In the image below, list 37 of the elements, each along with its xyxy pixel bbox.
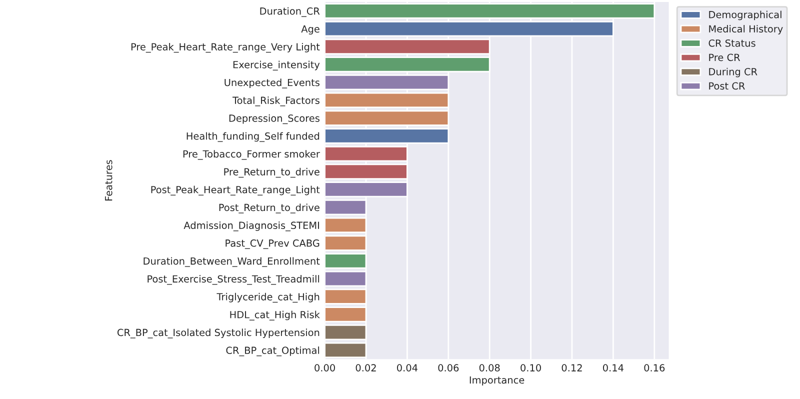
legend-label: Medical History — [709, 25, 783, 34]
y-tick-label: Duration_Between_Ward_Enrollment — [144, 257, 320, 267]
y-tick-label: Total_Risk_Factors — [232, 96, 320, 106]
x-tick-label: 0.00 — [314, 364, 335, 372]
legend-label: Demographical — [709, 10, 782, 20]
y-tick-label: Unexpected_Events — [224, 78, 320, 88]
y-tick-label: Post_Peak_Heart_Rate_range_Light — [151, 186, 320, 196]
y-tick-label: HDL_cat_High Risk — [230, 310, 320, 320]
y-tick-label: CR_BP_cat_Optimal — [226, 346, 320, 356]
y-axis-title: Features — [105, 160, 112, 200]
y-tick-label: Exercise_intensity — [233, 60, 320, 70]
legend-label: Pre CR — [709, 54, 740, 62]
y-tick-label: CR_BP_cat_Isolated Systolic Hypertension — [117, 328, 320, 338]
y-tick-label: Post_Exercise_Stress_Test_Treadmill — [148, 275, 320, 285]
y-tick-label: Admission_Diagnosis_STEMI — [184, 221, 319, 232]
y-tick-label: Age — [301, 25, 320, 34]
legend-label: CR Status — [708, 39, 756, 47]
x-tick-label: 0.14 — [603, 364, 624, 372]
y-tick-label: Pre_Peak_Heart_Rate_range_Very Light — [131, 42, 320, 53]
x-tick-label: 0.12 — [562, 364, 582, 372]
y-tick-label: Triglyceride_cat_High — [216, 292, 320, 303]
y-tick-label: Health_funding_Self funded — [186, 132, 320, 142]
x-tick-label: 0.02 — [356, 364, 376, 372]
legend-label: Post CR — [709, 82, 745, 90]
x-axis-title: Importance — [470, 376, 524, 386]
x-tick-label: 0.10 — [520, 364, 541, 372]
x-tick-label: 0.06 — [438, 364, 459, 372]
x-tick-label: 0.16 — [644, 364, 665, 372]
y-tick-label: Post_Return_to_drive — [219, 204, 320, 214]
y-tick-label: Pre_Return_to_drive — [224, 168, 320, 178]
y-tick-label: Depression_Scores — [229, 114, 320, 124]
y-tick-label: Past_CV_Prev CABG — [226, 239, 320, 249]
y-tick-label: Pre_Tobacco_Former smoker — [183, 150, 320, 160]
x-tick-label: 0.08 — [479, 364, 500, 372]
legend-label: During CR — [709, 68, 758, 78]
y-tick-label: Duration_CR — [260, 7, 320, 17]
x-tick-label: 0.04 — [397, 364, 418, 372]
